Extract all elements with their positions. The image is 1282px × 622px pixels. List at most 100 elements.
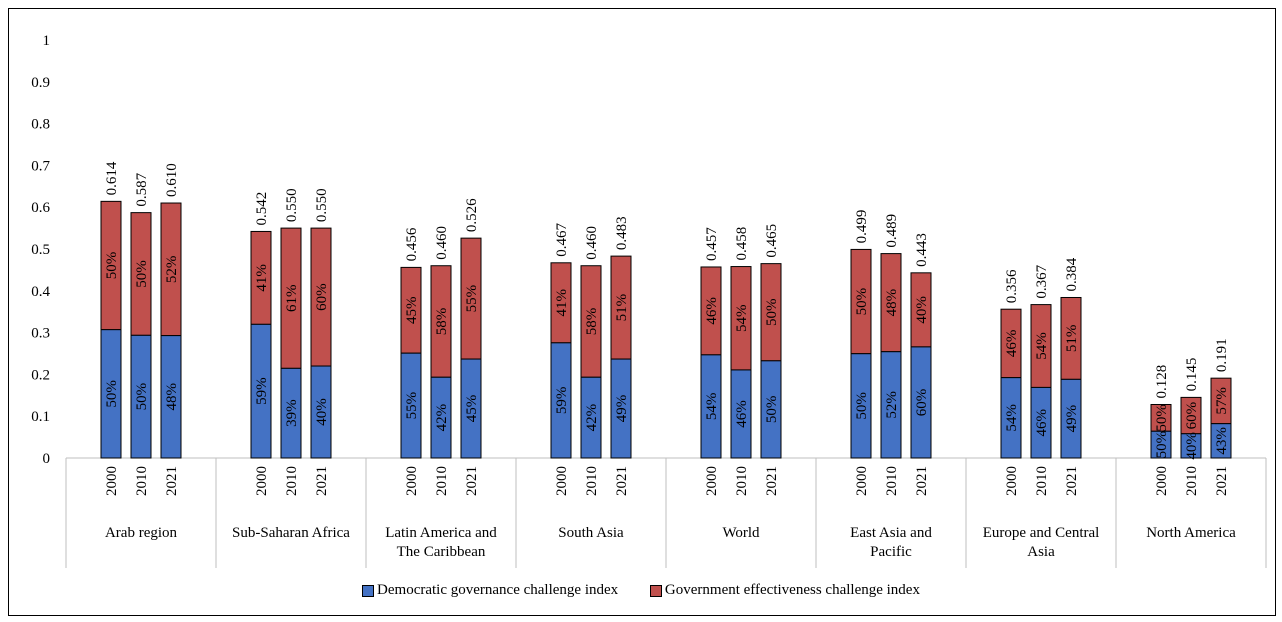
bar-label-government-share: 50% xyxy=(134,260,150,288)
y-tick-label: 0.9 xyxy=(31,75,50,91)
bar-total-label: 0.550 xyxy=(284,188,300,222)
y-tick-label: 0.7 xyxy=(31,158,50,174)
x-category-label: Sub-Saharan Africa xyxy=(232,525,350,541)
chart-legend: Democratic governance challenge index Go… xyxy=(0,582,1282,602)
bar-total-label: 0.467 xyxy=(554,223,570,257)
x-category-label: Asia xyxy=(1027,544,1055,560)
bar-label-government-share: 58% xyxy=(584,308,600,336)
bar-label-democratic-share: 46% xyxy=(1034,409,1050,437)
bar-segment-democratic xyxy=(610,358,632,459)
bar-label-government-share: 54% xyxy=(1034,332,1050,360)
bar-total-label: 0.610 xyxy=(164,163,180,197)
bar-label-democratic-share: 39% xyxy=(284,399,300,427)
x-tick-label-year: 2021 xyxy=(464,466,480,496)
bar-total-label: 0.460 xyxy=(434,226,450,260)
bar-segment-democratic xyxy=(730,369,752,459)
bar-label-government-share: 58% xyxy=(434,308,450,336)
x-tick-label-year: 2021 xyxy=(614,466,630,496)
bar-label-democratic-share: 50% xyxy=(104,380,120,408)
bar-segment-democratic xyxy=(280,367,302,459)
bar-label-government-share: 40% xyxy=(914,296,930,324)
bar-segment-democratic xyxy=(700,354,722,459)
bar-label-democratic-share: 50% xyxy=(764,396,780,424)
y-tick-label: 0 xyxy=(43,451,51,467)
bar-total-label: 0.191 xyxy=(1214,338,1230,372)
bar-segment-democratic xyxy=(1180,433,1202,459)
bar-label-government-share: 60% xyxy=(1184,402,1200,430)
x-tick-label-year: 2010 xyxy=(734,466,750,496)
x-category-label: The Caribbean xyxy=(397,544,486,560)
bar-label-democratic-share: 59% xyxy=(554,387,570,415)
bar-total-label: 0.587 xyxy=(134,172,150,206)
x-tick-label-year: 2010 xyxy=(1034,466,1050,496)
x-category-label: North America xyxy=(1146,525,1236,541)
bar-total-label: 0.550 xyxy=(314,188,330,222)
bar-label-government-share: 54% xyxy=(734,304,750,332)
x-category-label: World xyxy=(722,525,760,541)
bar-segment-democratic xyxy=(1060,378,1082,459)
bar-label-democratic-share: 46% xyxy=(734,400,750,428)
legend-item-government: Government effectiveness challenge index xyxy=(649,582,920,599)
x-tick-label-year: 2021 xyxy=(764,466,780,496)
legend-swatch-democratic xyxy=(362,584,375,597)
x-tick-label-year: 2000 xyxy=(554,466,570,496)
bar-segment-democratic xyxy=(430,376,452,459)
bar-total-label: 0.489 xyxy=(884,214,900,248)
x-tick-label-year: 2000 xyxy=(704,466,720,496)
x-tick-label-year: 2010 xyxy=(884,466,900,496)
bar-label-democratic-share: 55% xyxy=(404,392,420,420)
bar-total-label: 0.457 xyxy=(704,227,720,261)
x-tick-label-year: 2000 xyxy=(854,466,870,496)
bar-segment-democratic xyxy=(550,342,572,459)
bar-total-label: 0.458 xyxy=(734,227,750,261)
bar-total-label: 0.614 xyxy=(104,161,120,195)
bar-label-government-share: 46% xyxy=(1004,330,1020,358)
y-tick-label: 0.1 xyxy=(31,409,50,425)
x-tick-label-year: 2000 xyxy=(254,466,270,496)
bar-label-democratic-share: 43% xyxy=(1214,427,1230,455)
y-tick-label: 0.4 xyxy=(31,284,50,300)
bar-segment-democratic xyxy=(160,335,182,459)
bar-total-label: 0.443 xyxy=(914,233,930,267)
x-tick-label-year: 2021 xyxy=(914,466,930,496)
x-tick-label-year: 2000 xyxy=(1004,466,1020,496)
x-tick-label-year: 2021 xyxy=(1064,466,1080,496)
bar-label-democratic-share: 49% xyxy=(1064,405,1080,433)
bar-segment-democratic xyxy=(760,360,782,459)
x-category-label: South Asia xyxy=(558,525,624,541)
bar-label-government-share: 41% xyxy=(254,264,270,292)
bar-total-label: 0.145 xyxy=(1184,358,1200,392)
bar-segment-democratic xyxy=(100,329,122,459)
bar-segment-democratic xyxy=(1030,386,1052,459)
x-tick-label-year: 2010 xyxy=(134,466,150,496)
x-tick-label-year: 2021 xyxy=(314,466,330,496)
bar-segment-democratic xyxy=(1000,377,1022,459)
bar-label-democratic-share: 45% xyxy=(464,395,480,423)
bar-label-government-share: 55% xyxy=(464,285,480,313)
legend-swatch-government xyxy=(649,584,662,597)
y-tick-label: 0.5 xyxy=(31,242,50,258)
bar-label-government-share: 52% xyxy=(164,256,180,284)
bar-label-government-share: 45% xyxy=(404,297,420,325)
y-tick-label: 1 xyxy=(43,33,51,49)
bar-label-government-share: 50% xyxy=(764,298,780,326)
bar-total-label: 0.526 xyxy=(464,198,480,232)
x-tick-label-year: 2000 xyxy=(1154,466,1170,496)
bar-segment-democratic xyxy=(130,334,152,459)
x-tick-label-year: 2010 xyxy=(284,466,300,496)
bar-segment-democratic xyxy=(1150,430,1172,459)
bar-label-government-share: 50% xyxy=(1154,404,1170,432)
bar-label-government-share: 51% xyxy=(1064,325,1080,353)
x-category-label: Arab region xyxy=(105,525,178,541)
x-tick-label-year: 2010 xyxy=(584,466,600,496)
bar-label-democratic-share: 40% xyxy=(1184,432,1200,460)
bar-total-label: 0.456 xyxy=(404,227,420,261)
bar-label-democratic-share: 50% xyxy=(854,392,870,420)
legend-label-government: Government effectiveness challenge index xyxy=(664,582,920,598)
bar-total-label: 0.356 xyxy=(1004,269,1020,303)
bar-label-government-share: 57% xyxy=(1214,387,1230,415)
bar-total-label: 0.499 xyxy=(854,210,870,244)
legend-label-democratic: Democratic governance challenge index xyxy=(377,582,619,598)
bar-label-government-share: 51% xyxy=(614,294,630,322)
